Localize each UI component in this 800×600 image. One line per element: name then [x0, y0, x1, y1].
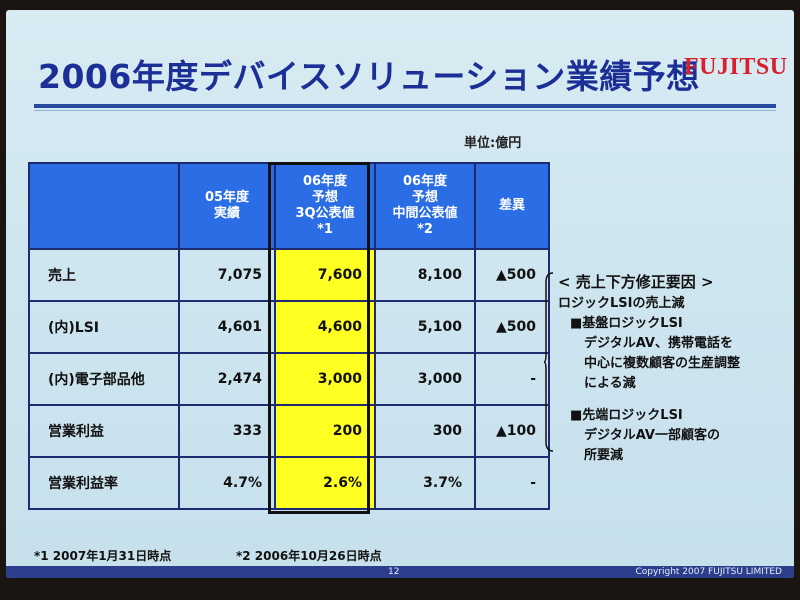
header-cell-blank: [28, 162, 180, 250]
title-divider-thin: [34, 110, 776, 111]
header-cell-difference: 差異: [474, 162, 550, 250]
row-label: 売上: [28, 248, 180, 302]
cell-difference: ▲500: [474, 300, 550, 354]
slide-title: 2006年度デバイスソリューション業績予想: [38, 57, 700, 96]
slide: 2006年度デバイスソリューション業績予想 FUJITSU 単位:億円 05年度…: [6, 10, 794, 578]
cell-fy06-3q-forecast: 3,000: [274, 352, 376, 406]
cell-fy06-interim-forecast: 300: [374, 404, 476, 458]
cell-fy06-3q-forecast: 200: [274, 404, 376, 458]
cell-fy05-actual: 7,075: [178, 248, 276, 302]
table-row-operating-margin: 営業利益率 4.7% 2.6% 3.7% -: [28, 456, 550, 510]
table-header-row: 05年度 実績 06年度 予想 3Q公表値 *1 06年度 予想 中間公表値 *…: [28, 162, 550, 250]
row-label: (内)LSI: [28, 300, 180, 354]
footer-bar: [6, 566, 794, 578]
cell-fy05-actual: 2,474: [178, 352, 276, 406]
table-row-electronic-components: (内)電子部品他 2,474 3,000 3,000 -: [28, 352, 550, 406]
note-line: ■先端ロジックLSI: [570, 408, 683, 423]
page-number: 12: [388, 567, 400, 577]
row-label: 営業利益率: [28, 456, 180, 510]
notes-heading: < 売上下方修正要因 >: [558, 273, 714, 291]
row-label: 営業利益: [28, 404, 180, 458]
cell-difference: ▲100: [474, 404, 550, 458]
note-line: による減: [584, 376, 636, 391]
revision-factors-note: < 売上下方修正要因 > ロジックLSIの売上減 ■基盤ロジックLSI デジタル…: [558, 272, 788, 466]
cell-fy06-interim-forecast: 3,000: [374, 352, 476, 406]
note-line: デジタルAV、携帯電話を: [584, 336, 733, 351]
cell-difference: -: [474, 456, 550, 510]
fujitsu-logo: FUJITSU: [684, 54, 788, 80]
table-row-sales: 売上 7,075 7,600 8,100 ▲500: [28, 248, 550, 302]
cell-fy05-actual: 4.7%: [178, 456, 276, 510]
cell-fy05-actual: 333: [178, 404, 276, 458]
cell-fy06-3q-forecast: 2.6%: [274, 456, 376, 510]
note-line: 中心に複数顧客の生産調整: [584, 356, 741, 371]
cell-fy06-3q-forecast: 7,600: [274, 248, 376, 302]
cell-difference: ▲500: [474, 248, 550, 302]
forecast-table: 05年度 実績 06年度 予想 3Q公表値 *1 06年度 予想 中間公表値 *…: [28, 162, 550, 510]
header-cell-fy06-3q-forecast: 06年度 予想 3Q公表値 *1: [274, 162, 376, 250]
cell-fy06-interim-forecast: 8,100: [374, 248, 476, 302]
unit-label: 単位:億円: [464, 136, 522, 151]
note-line: デジタルAV一部顧客の: [584, 428, 720, 443]
cell-difference: -: [474, 352, 550, 406]
header-cell-fy05-actual: 05年度 実績: [178, 162, 276, 250]
cell-fy06-interim-forecast: 5,100: [374, 300, 476, 354]
title-divider: [34, 104, 776, 108]
cell-fy06-interim-forecast: 3.7%: [374, 456, 476, 510]
cell-fy06-3q-forecast: 4,600: [274, 300, 376, 354]
note-line: ロジックLSIの売上減: [558, 296, 685, 311]
note-line: ■基盤ロジックLSI: [570, 316, 683, 331]
footnote-2: *2 2006年10月26日時点: [236, 549, 382, 563]
table-row-operating-income: 営業利益 333 200 300 ▲100: [28, 404, 550, 458]
header-cell-fy06-interim-forecast: 06年度 予想 中間公表値 *2: [374, 162, 476, 250]
notes-spacer: [558, 394, 788, 406]
copyright-text: Copyright 2007 FUJITSU LIMITED: [635, 567, 782, 577]
footnote-1: *1 2007年1月31日時点: [34, 549, 172, 563]
left-bracket-icon: [544, 272, 554, 452]
table-row-lsi: (内)LSI 4,601 4,600 5,100 ▲500: [28, 300, 550, 354]
cell-fy05-actual: 4,601: [178, 300, 276, 354]
note-line: 所要減: [584, 448, 624, 463]
row-label: (内)電子部品他: [28, 352, 180, 406]
